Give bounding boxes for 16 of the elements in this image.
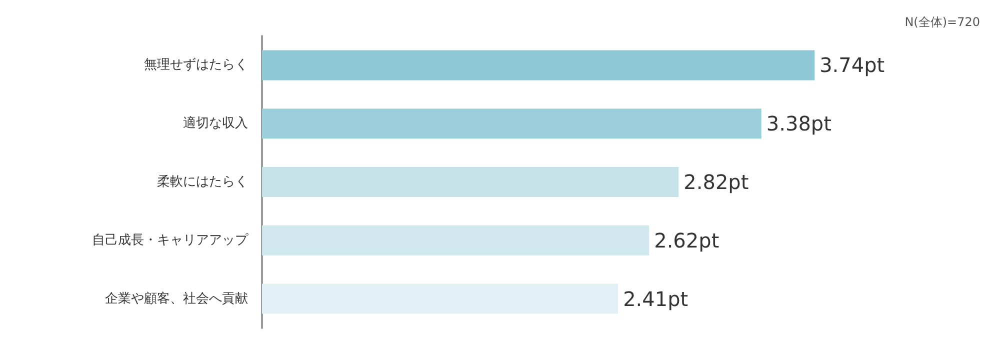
bar (262, 225, 650, 256)
bar (262, 167, 679, 197)
bar (262, 284, 618, 314)
y-tick-label: 企業や顧客、社会へ貢献 (105, 290, 248, 306)
data-label: 2.62pt (654, 228, 720, 252)
data-label: 3.74pt (820, 53, 885, 78)
text: N(全体)=720 (904, 15, 980, 29)
y-tick-label: 柔軟にはたらく (157, 174, 248, 190)
bar (262, 50, 815, 80)
data-label: 2.82pt (684, 170, 749, 194)
bar (262, 108, 762, 139)
data-label: 2.41pt (623, 286, 688, 311)
y-tick-label: 自己成長・キャリアアップ (92, 232, 249, 248)
data-label: 3.38pt (766, 112, 832, 136)
y-tick-label: 適切な収入 (183, 115, 248, 132)
y-tick-label: 無理せずはたらく (144, 58, 248, 73)
